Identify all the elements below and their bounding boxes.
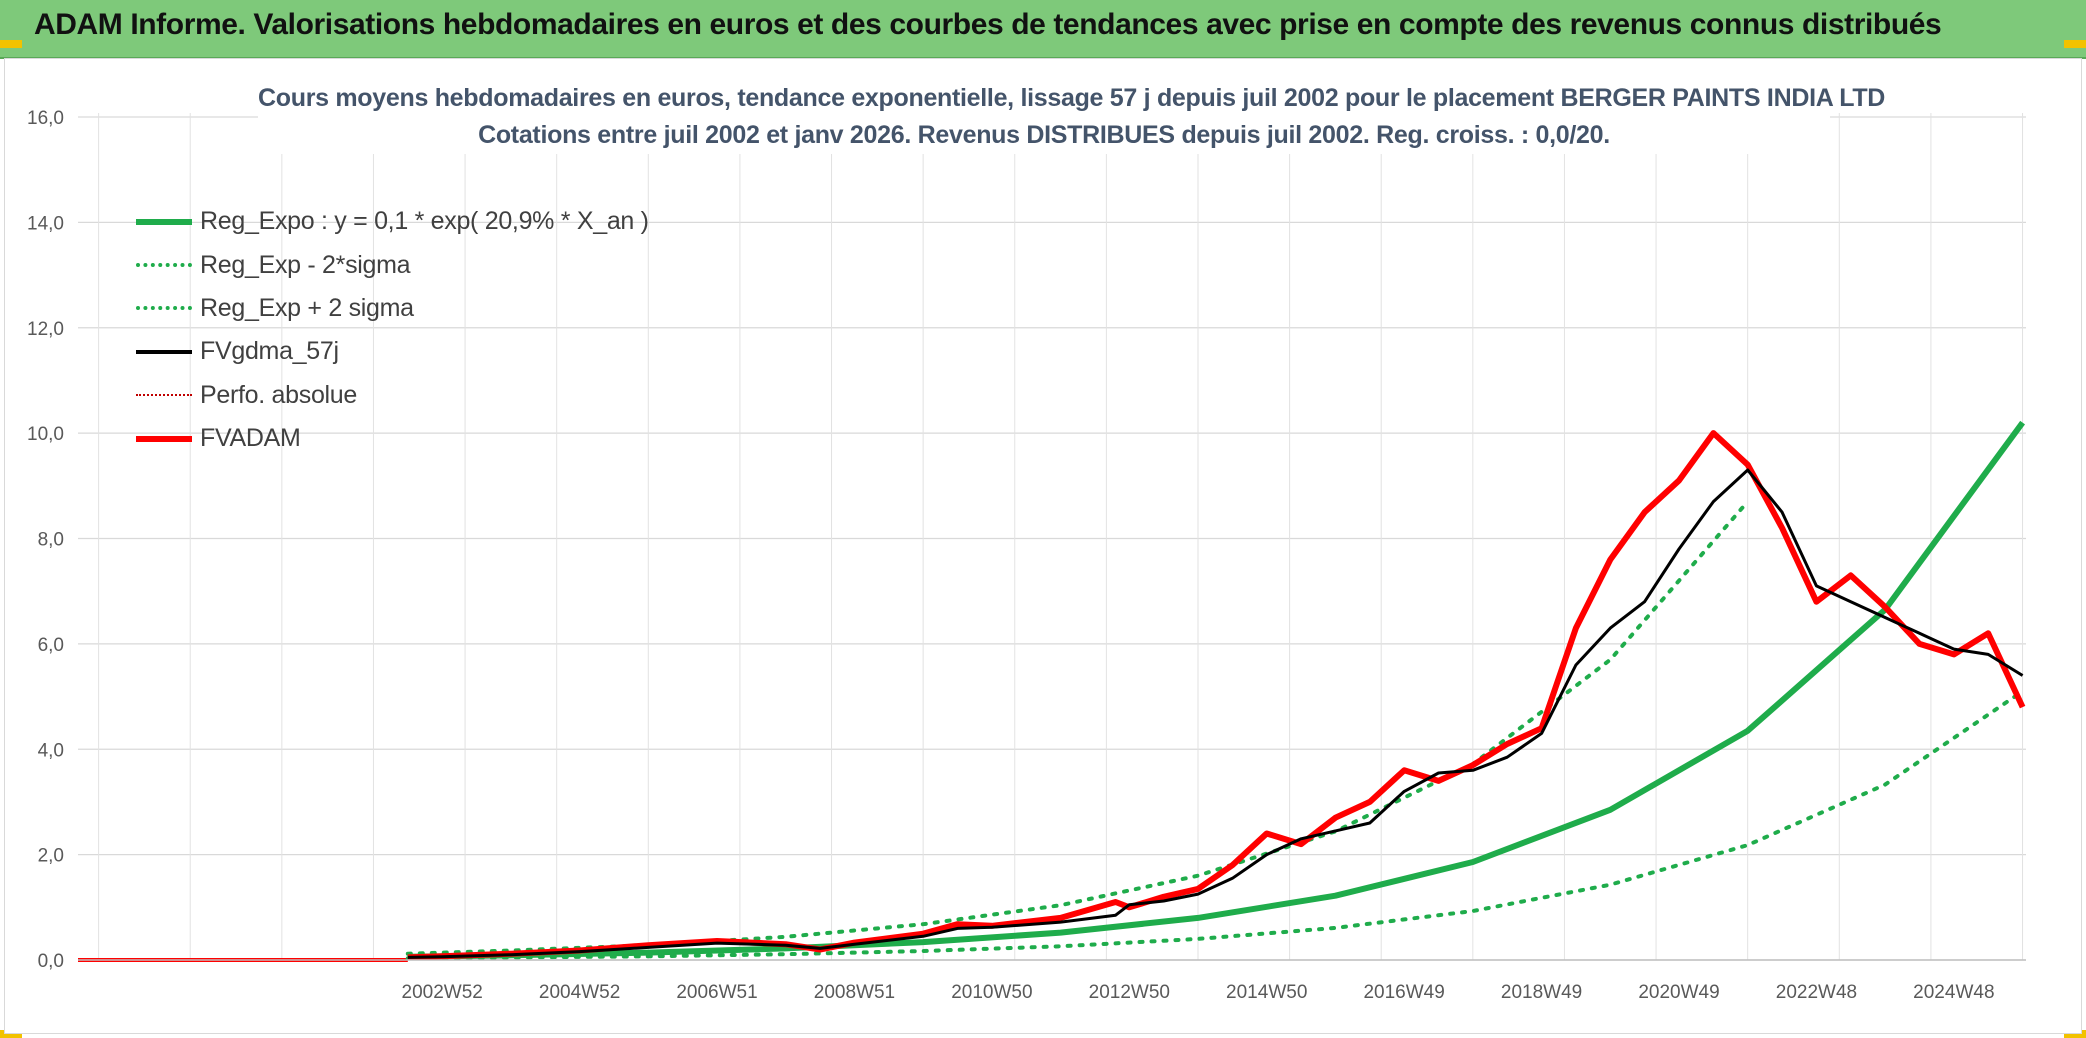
y-tick-label: 10,0	[27, 424, 64, 445]
legend-item-reg-exp-plus: Reg_Exp + 2 sigma	[136, 287, 649, 330]
corner-marker-bottom-right	[2064, 1030, 2086, 1038]
y-tick-label: 2,0	[38, 846, 64, 867]
page-title: ADAM Informe. Valorisations hebdomadaire…	[34, 8, 1942, 41]
legend-swatch-perfo-absolue	[136, 394, 192, 397]
series-layer	[78, 420, 2026, 962]
legend-item-perfo-absolue: Perfo. absolue	[136, 374, 649, 417]
series-reg-exp-plus	[405, 499, 1750, 956]
legend-swatch-reg-expo	[136, 218, 192, 225]
x-tick-label: 2012W50	[1089, 982, 1170, 1003]
legend-item-reg-exp-minus: Reg_Exp - 2*sigma	[136, 243, 649, 286]
legend-label-reg-exp-minus: Reg_Exp - 2*sigma	[200, 250, 411, 279]
x-tick-label: 2002W52	[402, 982, 483, 1003]
axis-layer: 0,0 2,0 4,0 6,0 8,0 10,0 12,0 14,0 16,0 2002W52 20…	[27, 108, 2026, 1003]
legend-label-perfo-absolue: Perfo. absolue	[200, 380, 358, 409]
corner-marker-left	[0, 40, 22, 48]
y-tick-label: 6,0	[38, 635, 64, 656]
legend-swatch-reg-exp-plus	[136, 306, 192, 311]
legend-item-fvgdma: FVgdma_57j	[136, 330, 649, 373]
legend-swatch-fvgdma	[136, 349, 192, 354]
x-tick-label: 2018W49	[1501, 982, 1582, 1003]
legend-label-fvadam: FVADAM	[200, 424, 301, 453]
y-tick-label: 8,0	[38, 530, 64, 551]
chart-title-line-1: Cours moyens hebdomadaires en euros, ten…	[258, 84, 1886, 112]
corner-marker-bottom-left	[0, 1030, 22, 1038]
legend-item-reg-expo: Reg_Expo : y = 0,1 * exp( 20,9% * X_an )	[136, 200, 649, 243]
y-tick-label: 14,0	[27, 213, 64, 234]
x-tick-label: 2022W48	[1776, 982, 1857, 1003]
x-tick-label: 2014W50	[1226, 982, 1307, 1003]
header-bar: ADAM Informe. Valorisations hebdomadaire…	[0, 0, 2086, 59]
series-reg-expo	[407, 420, 2026, 960]
series-fvgdma	[407, 468, 2024, 959]
legend-label-reg-expo: Reg_Expo : y = 0,1 * exp( 20,9% * X_an )	[200, 207, 649, 236]
y-tick-label: 16,0	[27, 108, 64, 129]
x-tick-label: 2020W49	[1638, 982, 1719, 1003]
corner-marker-right	[2064, 40, 2086, 48]
legend-swatch-fvadam	[136, 435, 192, 442]
legend-label-fvgdma: FVgdma_57j	[200, 337, 339, 366]
x-tick-label: 2016W49	[1363, 982, 1444, 1003]
x-tick-label: 2010W50	[951, 982, 1032, 1003]
legend-item-fvadam: FVADAM	[136, 417, 649, 460]
x-tick-label: 2008W51	[814, 982, 895, 1003]
y-tick-label: 0,0	[38, 951, 64, 972]
x-tick-label: 2006W51	[676, 982, 757, 1003]
chart-legend: Reg_Expo : y = 0,1 * exp( 20,9% * X_an )…	[136, 200, 649, 460]
series-reg-exp-minus	[405, 689, 2025, 961]
chart-title-line-2: Cotations entre juil 2002 et janv 2026. …	[478, 121, 1610, 149]
x-tick-label: 2004W52	[539, 982, 620, 1003]
y-tick-label: 12,0	[27, 319, 64, 340]
chart-frame	[4, 58, 2082, 1034]
y-tick-label: 4,0	[38, 740, 64, 761]
chart-title: Cours moyens hebdomadaires en euros, ten…	[258, 80, 1886, 154]
legend-swatch-reg-exp-minus	[136, 263, 192, 268]
x-tick-label: 2024W48	[1913, 982, 1994, 1003]
legend-label-reg-exp-plus: Reg_Exp + 2 sigma	[200, 293, 414, 322]
